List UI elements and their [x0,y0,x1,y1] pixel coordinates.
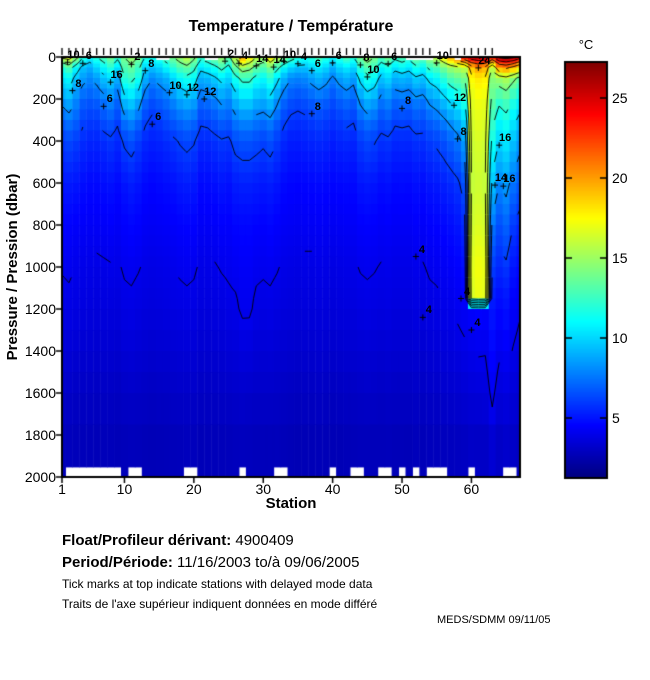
contour-label: 10 [169,79,182,92]
credit-text: MEDS/SDMM 09/11/05 [437,614,551,626]
contour-label: 8 [460,125,467,138]
contour-label: 6 [155,111,162,124]
contour-label: 24 [478,54,491,67]
contour-label: 4 [300,50,307,63]
contour-label: 8 [363,51,370,64]
x-tick-label: 10 [116,481,133,497]
contour-label: 12 [453,92,467,105]
chart-title: Temperature / Température [188,18,394,35]
colorbar-tick-label: 15 [612,250,628,266]
contour-label: 4 [463,285,471,298]
contour-label: 2 [134,51,141,64]
contour-label: 16 [499,132,512,145]
colorbar-unit-label: °C [578,37,594,52]
contour-label: 10 [67,49,80,62]
float-value: 4900409 [235,532,294,549]
y-tick-label: 600 [32,175,56,191]
footer-period-line: Period/Période: 11/16/2003 to/à 09/06/20… [62,554,359,571]
contour-label: 6 [85,50,92,63]
y-tick-label: 1400 [24,343,56,359]
contour-label: 8 [404,95,412,108]
y-tick-label: 1600 [24,385,56,401]
y-tick-label: 0 [48,49,56,65]
colorbar-tick-label: 5 [612,410,620,426]
colorbar-tick-label: 20 [612,170,628,186]
y-tick-label: 800 [32,217,56,233]
y-tick-label: 400 [32,133,56,149]
footer-note-fr: Traits de l'axe supérieur indiquent donn… [62,597,378,611]
x-tick-label: 20 [186,481,202,497]
contour-label: 14 [256,52,269,65]
x-axis-label: Station [265,495,317,512]
contour-label: 6 [314,57,321,70]
y-tick-label: 2000 [24,469,56,485]
colorbar-tick-label: 25 [612,90,628,106]
footer-float-line: Float/Profileur dérivant: 4900409 [62,532,294,549]
y-tick-label: 200 [32,91,56,107]
float-label: Float/Profileur dérivant: [62,532,232,549]
contour-label: 10 [283,48,297,61]
contour-label: 16 [110,69,123,82]
y-tick-label: 1800 [24,427,56,443]
contour-label: 14 [494,172,508,185]
contour-label: 10 [436,49,449,62]
x-tick-label: 60 [463,481,480,497]
contour-label: 4 [474,317,481,329]
contour-label: 16 [503,173,516,186]
period-label: Period/Période: [62,554,173,571]
y-tick-label: 1000 [24,259,56,275]
contour-label: 8 [314,100,321,113]
period-value: 11/16/2003 to/à 09/06/2005 [177,554,360,571]
contour-label: 10 [367,63,380,76]
contour-label: 4 [241,50,249,63]
contour-label: 4 [418,243,425,256]
x-tick-label: 50 [394,481,410,497]
contour-label: 12 [186,81,200,94]
footer-note-en: Tick marks at top indicate stations with… [62,577,373,591]
x-tick-label: 30 [255,481,272,497]
contour-label: 6 [106,93,113,106]
contour-label: 6 [391,50,398,63]
contour-label: 14 [273,54,286,67]
contour-label: 8 [75,77,82,90]
contour-label: 6 [335,49,342,62]
y-tick-label: 1200 [24,301,56,317]
contour-label: 4 [425,304,432,317]
contour-label: 2 [228,48,235,61]
colorbar-tick-label: 10 [612,330,628,346]
x-tick-label: 40 [324,481,341,497]
contour-label: 8 [148,57,155,70]
contour-label: 12 [204,86,217,98]
x-tick-label: 1 [58,481,66,497]
